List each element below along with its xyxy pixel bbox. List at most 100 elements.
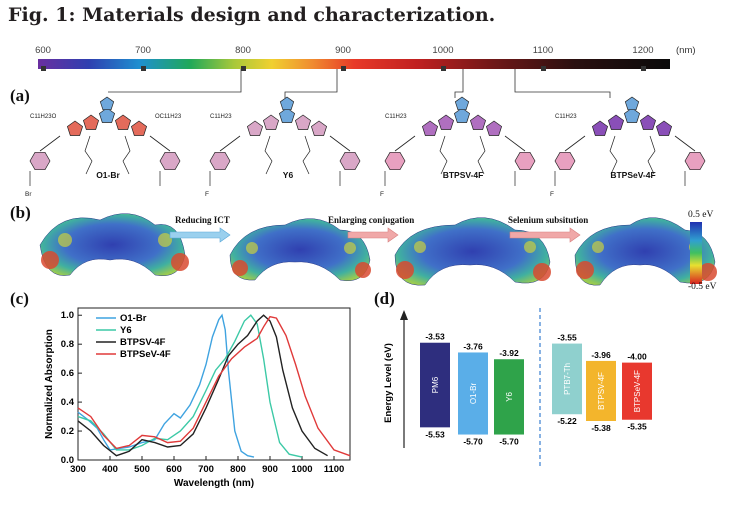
homo-label: -5.53 [425,429,445,439]
end-group-ring [684,151,706,171]
end-group-ring [209,151,231,171]
alkyl-chain [477,135,486,175]
end-group-ring [29,151,51,171]
molecule-o1-br: C11H23O OC11H23 Br O1-Br [25,96,182,198]
fused-ring [130,120,148,136]
halogen-label: F [550,191,554,198]
x-tick-label: 400 [102,464,118,475]
colorbar-bottom-label: -0.5 eV [688,282,717,292]
lumo-label: -3.96 [591,350,611,360]
fused-ring [639,114,657,130]
fused-ring [591,120,609,136]
spectrum-tick-mark [141,66,146,71]
series-line-y6 [77,314,303,458]
legend-label: Y6 [120,325,132,336]
y-tick-label: 0.2 [61,426,74,437]
halogen-label: Br [25,191,32,198]
end-group-ring [339,151,361,171]
fused-ring [310,120,328,136]
fused-ring [294,114,312,130]
series-line-o1-br [77,313,255,458]
side-chain-label: C11H23O [30,114,57,120]
x-tick-label: 900 [262,464,278,475]
panel-label-b: (b) [10,203,31,222]
molecule-name: BTPSV-4F [443,170,484,180]
spectrum-tick-label: 1000 [432,45,453,56]
x-tick-label: 500 [134,464,150,475]
arrow-label-reducing-ict: Reducing ICT [175,215,230,225]
fused-ring [66,120,84,136]
fused-ring [485,120,503,136]
lumo-label: -3.92 [499,348,519,358]
y-axis-label: Energy Level (eV) [383,343,394,423]
spectrum-tick-label: 600 [35,45,51,56]
spectrum-tick-mark [441,66,446,71]
molecule-btpsv-4f: C11H23 F BTPSV-4F [380,96,536,198]
esp-map-o1-br [39,213,189,277]
thiadiazole-ring [99,96,115,111]
energy-bar-o1-br [458,352,488,435]
y-tick-label: 1.0 [61,310,74,321]
fused-ring [98,107,116,123]
fused-ring [437,114,455,130]
molecule-name: Y6 [283,170,294,180]
alkyl-chain [122,135,131,175]
molecule-name: O1-Br [96,170,120,180]
end-group-ring [384,151,406,171]
bond [329,135,351,152]
spectrum-ticks: 600 700 800 900 1000 1100 1200 [35,45,654,71]
homo-label: -5.70 [499,437,519,447]
y-tick-label: 0.6 [61,368,74,379]
side-chain-label: C11H23 [210,114,232,120]
x-tick-label: 1000 [291,464,312,475]
molecule-name: BTPSeV-4F [610,170,655,180]
side-chain-label: C11H23 [555,114,577,120]
lumo-label: -3.55 [557,333,577,343]
halogen-label: F [205,191,209,198]
fused-ring [623,107,641,123]
spectrum-gradient [38,59,670,69]
arrow-label-selenium-substitution: Selenium subsitution [508,215,589,225]
x-tick-label: 300 [70,464,86,475]
molecule-structures-svg: C11H23O OC11H23 Br O1-Br C11H23 F Y6 C11H23 F BTP… [25,96,706,198]
alkyl-chain [302,135,311,175]
legend-label: O1-Br [120,313,147,324]
energy-bar-btpsv-4f [586,360,616,421]
fused-ring [114,114,132,130]
y-tick-label: 0.0 [61,455,74,466]
spectrum-unit: (nm) [676,45,696,56]
side-chain-label: C11H23 [385,114,407,120]
spectrum-bar-wrapper: 600 700 800 900 1000 1100 1200 [0,38,729,98]
molecule-y6: C11H23 F Y6 [205,96,361,198]
panel-label-d: (d) [374,289,395,308]
energy-axis-arrowhead [400,310,408,320]
homo-label: -5.38 [591,423,611,433]
colorbar [690,222,702,284]
panel-label-c: (c) [10,289,29,308]
panel-label-a: (a) [10,86,30,105]
side-chain-label-right: OC11H23 [155,114,182,120]
fused-ring [421,120,439,136]
fused-ring [607,114,625,130]
fused-ring [246,120,264,136]
esp-map-btpsv-4f [394,217,551,286]
bar-name-label: Y6 [505,391,514,401]
fused-ring [655,120,673,136]
alkyl-chain [439,135,448,175]
lumo-label: -4.00 [627,352,647,362]
x-tick-label: 1100 [324,464,345,475]
end-group-ring [554,151,576,171]
bond [564,135,586,152]
thiadiazole-ring [279,96,295,111]
molecule-btpsev-4f: C11H23 F BTPSeV-4F [550,96,706,198]
fused-ring [469,114,487,130]
energy-bar-y6 [494,359,524,435]
fused-ring [278,107,296,123]
y-tick-label: 0.4 [61,397,75,408]
bar-name-label: PTB7-Th [563,363,572,395]
spectrum-tick-mark [241,66,246,71]
bond [674,135,696,152]
spectrum-tick-label: 1100 [533,45,553,56]
arrow-enlarging-conjugation [347,227,399,243]
energy-level-chart: Energy Level (eV) -3.53 -5.53 PM6 -3.76 -5.70… [376,298,676,468]
